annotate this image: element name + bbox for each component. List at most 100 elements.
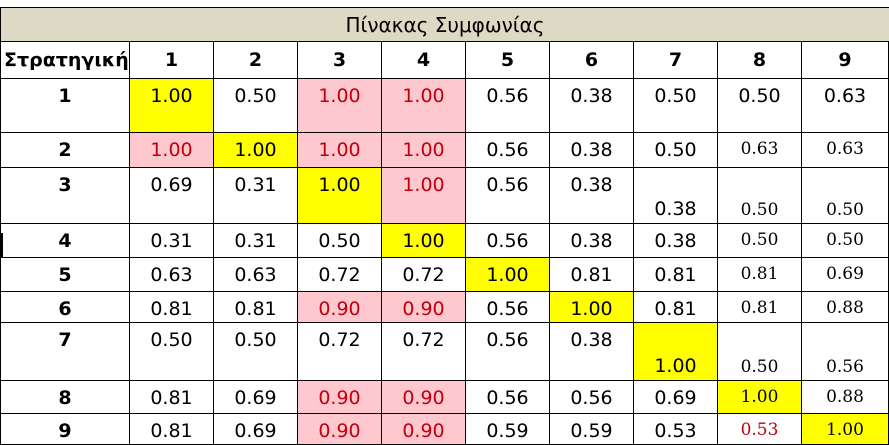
table-cell-r6-c5[interactable]: 0.56 — [466, 292, 550, 323]
table-cell-r8-c1[interactable]: 0.81 — [130, 381, 214, 414]
table-cell-r4-c4[interactable]: 1.00 — [382, 224, 466, 258]
table-cell-r5-c8[interactable]: 0.81 — [718, 258, 802, 292]
table-cell-r2-c5[interactable]: 0.56 — [466, 133, 550, 168]
table-cell-r2-c3[interactable]: 1.00 — [298, 133, 382, 168]
table-cell-r5-c2[interactable]: 0.63 — [214, 258, 298, 292]
table-cell-r3-c9[interactable]: 0.50 — [802, 168, 889, 224]
table-cell-r4-c6[interactable]: 0.38 — [550, 224, 634, 258]
table-cell-r9-c6[interactable]: 0.59 — [550, 414, 634, 445]
table-cell-r6-c6[interactable]: 1.00 — [550, 292, 634, 323]
row-header-1[interactable]: 1 — [0, 79, 130, 133]
table-cell-r7-c4[interactable]: 0.72 — [382, 323, 466, 381]
table-cell-r8-c8[interactable]: 1.00 — [718, 381, 802, 414]
table-cell-r7-c7[interactable]: 1.00 — [634, 323, 718, 381]
table-cell-r7-c6[interactable]: 0.38 — [550, 323, 634, 381]
column-header-5[interactable]: 5 — [466, 42, 550, 79]
table-cell-r6-c4[interactable]: 0.90 — [382, 292, 466, 323]
table-cell-r1-c3[interactable]: 1.00 — [298, 79, 382, 133]
row-header-6[interactable]: 6 — [0, 292, 130, 323]
table-cell-r2-c8[interactable]: 0.63 — [718, 133, 802, 168]
column-header-1[interactable]: 1 — [130, 42, 214, 79]
table-cell-r1-c4[interactable]: 1.00 — [382, 79, 466, 133]
table-cell-r2-c7[interactable]: 0.50 — [634, 133, 718, 168]
table-cell-r5-c5[interactable]: 1.00 — [466, 258, 550, 292]
table-cell-r7-c5[interactable]: 0.56 — [466, 323, 550, 381]
table-cell-r1-c2[interactable]: 0.50 — [214, 79, 298, 133]
table-cell-r9-c5[interactable]: 0.59 — [466, 414, 550, 445]
table-cell-r8-c9[interactable]: 0.88 — [802, 381, 889, 414]
table-cell-r8-c7[interactable]: 0.69 — [634, 381, 718, 414]
table-cell-r5-c4[interactable]: 0.72 — [382, 258, 466, 292]
column-header-8[interactable]: 8 — [718, 42, 802, 79]
column-header-2[interactable]: 2 — [214, 42, 298, 79]
table-cell-r3-c2[interactable]: 0.31 — [214, 168, 298, 224]
table-cell-r9-c8[interactable]: 0.53 — [718, 414, 802, 445]
table-cell-r3-c3[interactable]: 1.00 — [298, 168, 382, 224]
table-cell-r6-c2[interactable]: 0.81 — [214, 292, 298, 323]
table-cell-r5-c9[interactable]: 0.69 — [802, 258, 889, 292]
table-cell-r5-c1[interactable]: 0.63 — [130, 258, 214, 292]
table-cell-r6-c9[interactable]: 0.88 — [802, 292, 889, 323]
table-cell-r7-c1[interactable]: 0.50 — [130, 323, 214, 381]
table-cell-r9-c7[interactable]: 0.53 — [634, 414, 718, 445]
table-cell-r8-c4[interactable]: 0.90 — [382, 381, 466, 414]
table-cell-r2-c6[interactable]: 0.38 — [550, 133, 634, 168]
row-header-8[interactable]: 8 — [0, 381, 130, 414]
table-cell-r9-c1[interactable]: 0.81 — [130, 414, 214, 445]
table-cell-r8-c3[interactable]: 0.90 — [298, 381, 382, 414]
row-header-3[interactable]: 3 — [0, 168, 130, 224]
table-cell-r4-c1[interactable]: 0.31 — [130, 224, 214, 258]
table-cell-r6-c8[interactable]: 0.81 — [718, 292, 802, 323]
table-cell-r3-c4[interactable]: 1.00 — [382, 168, 466, 224]
table-cell-r1-c1[interactable]: 1.00 — [130, 79, 214, 133]
table-cell-r3-c6[interactable]: 0.38 — [550, 168, 634, 224]
table-cell-r9-c3[interactable]: 0.90 — [298, 414, 382, 445]
table-cell-r5-c6[interactable]: 0.81 — [550, 258, 634, 292]
column-header-6[interactable]: 6 — [550, 42, 634, 79]
table-cell-r9-c9[interactable]: 1.00 — [802, 414, 889, 445]
table-cell-r8-c6[interactable]: 0.56 — [550, 381, 634, 414]
table-cell-r1-c8[interactable]: 0.50 — [718, 79, 802, 133]
row-header-7[interactable]: 7 — [0, 323, 130, 381]
row-header-9[interactable]: 9 — [0, 414, 130, 445]
table-cell-r2-c4[interactable]: 1.00 — [382, 133, 466, 168]
column-header-3[interactable]: 3 — [298, 42, 382, 79]
table-cell-r3-c1[interactable]: 0.69 — [130, 168, 214, 224]
table-cell-r7-c3[interactable]: 0.72 — [298, 323, 382, 381]
table-cell-r3-c7[interactable]: 0.38 — [634, 168, 718, 224]
table-cell-r1-c7[interactable]: 0.50 — [634, 79, 718, 133]
table-cell-r7-c9[interactable]: 0.56 — [802, 323, 889, 381]
row-header-4[interactable]: 4 — [0, 224, 130, 258]
table-cell-r4-c8[interactable]: 0.50 — [718, 224, 802, 258]
table-cell-r3-c5[interactable]: 0.56 — [466, 168, 550, 224]
table-cell-r4-c5[interactable]: 0.56 — [466, 224, 550, 258]
table-cell-r8-c2[interactable]: 0.69 — [214, 381, 298, 414]
row-header-2[interactable]: 2 — [0, 133, 130, 168]
table-cell-r7-c2[interactable]: 0.50 — [214, 323, 298, 381]
table-cell-r5-c7[interactable]: 0.81 — [634, 258, 718, 292]
table-cell-r2-c1[interactable]: 1.00 — [130, 133, 214, 168]
table-cell-r9-c4[interactable]: 0.90 — [382, 414, 466, 445]
table-cell-r4-c9[interactable]: 0.50 — [802, 224, 889, 258]
row-header-5[interactable]: 5 — [0, 258, 130, 292]
table-cell-r5-c3[interactable]: 0.72 — [298, 258, 382, 292]
column-header-strategy[interactable]: Στρατηγική — [0, 42, 130, 79]
table-cell-r6-c7[interactable]: 0.81 — [634, 292, 718, 323]
table-cell-r8-c5[interactable]: 0.56 — [466, 381, 550, 414]
table-cell-r7-c8[interactable]: 0.50 — [718, 323, 802, 381]
column-header-9[interactable]: 9 — [802, 42, 889, 79]
column-header-7[interactable]: 7 — [634, 42, 718, 79]
table-cell-r4-c3[interactable]: 0.50 — [298, 224, 382, 258]
table-cell-r9-c2[interactable]: 0.69 — [214, 414, 298, 445]
table-cell-r1-c5[interactable]: 0.56 — [466, 79, 550, 133]
table-cell-r4-c7[interactable]: 0.38 — [634, 224, 718, 258]
table-cell-r4-c2[interactable]: 0.31 — [214, 224, 298, 258]
column-header-4[interactable]: 4 — [382, 42, 466, 79]
table-cell-r2-c2[interactable]: 1.00 — [214, 133, 298, 168]
table-cell-r2-c9[interactable]: 0.63 — [802, 133, 889, 168]
table-cell-r1-c9[interactable]: 0.63 — [802, 79, 889, 133]
table-cell-r1-c6[interactable]: 0.38 — [550, 79, 634, 133]
table-cell-r3-c8[interactable]: 0.50 — [718, 168, 802, 224]
table-cell-r6-c3[interactable]: 0.90 — [298, 292, 382, 323]
table-cell-r6-c1[interactable]: 0.81 — [130, 292, 214, 323]
